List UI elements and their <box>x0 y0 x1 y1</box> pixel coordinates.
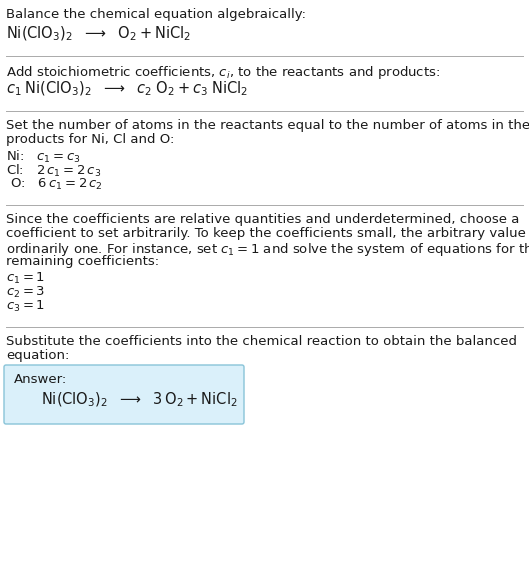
FancyBboxPatch shape <box>4 365 244 424</box>
Text: O:   $6\,c_1 = 2\,c_2$: O: $6\,c_1 = 2\,c_2$ <box>6 177 103 192</box>
Text: $c_3 = 1$: $c_3 = 1$ <box>6 299 45 314</box>
Text: Cl:   $2\,c_1 = 2\,c_3$: Cl: $2\,c_1 = 2\,c_3$ <box>6 163 102 179</box>
Text: remaining coefficients:: remaining coefficients: <box>6 255 159 268</box>
Text: Ni:   $c_1 = c_3$: Ni: $c_1 = c_3$ <box>6 149 81 165</box>
Text: coefficient to set arbitrarily. To keep the coefficients small, the arbitrary va: coefficient to set arbitrarily. To keep … <box>6 227 529 240</box>
Text: $\mathrm{Ni(ClO_3)_2}$  $\longrightarrow$  $\mathrm{O_2 + NiCl_2}$: $\mathrm{Ni(ClO_3)_2}$ $\longrightarrow$… <box>6 25 191 43</box>
Text: $c_1 = 1$: $c_1 = 1$ <box>6 271 45 286</box>
Text: $\mathrm{Ni(ClO_3)_2}$  $\longrightarrow$  $\mathrm{3\,O_2 + NiCl_2}$: $\mathrm{Ni(ClO_3)_2}$ $\longrightarrow$… <box>41 391 238 409</box>
Text: $c_1\;\mathrm{Ni(ClO_3)_2}$  $\longrightarrow$  $c_2\;\mathrm{O_2} + c_3\;\mathr: $c_1\;\mathrm{Ni(ClO_3)_2}$ $\longrighta… <box>6 80 248 99</box>
Text: Balance the chemical equation algebraically:: Balance the chemical equation algebraica… <box>6 8 306 21</box>
Text: Substitute the coefficients into the chemical reaction to obtain the balanced: Substitute the coefficients into the che… <box>6 335 517 348</box>
Text: Answer:: Answer: <box>14 373 67 386</box>
Text: products for Ni, Cl and O:: products for Ni, Cl and O: <box>6 133 175 146</box>
Text: Add stoichiometric coefficients, $c_i$, to the reactants and products:: Add stoichiometric coefficients, $c_i$, … <box>6 64 440 81</box>
Text: $c_2 = 3$: $c_2 = 3$ <box>6 285 45 300</box>
Text: ordinarily one. For instance, set $c_1 = 1$ and solve the system of equations fo: ordinarily one. For instance, set $c_1 =… <box>6 241 529 258</box>
Text: Set the number of atoms in the reactants equal to the number of atoms in the: Set the number of atoms in the reactants… <box>6 119 529 132</box>
Text: Since the coefficients are relative quantities and underdetermined, choose a: Since the coefficients are relative quan… <box>6 213 519 226</box>
Text: equation:: equation: <box>6 349 69 362</box>
